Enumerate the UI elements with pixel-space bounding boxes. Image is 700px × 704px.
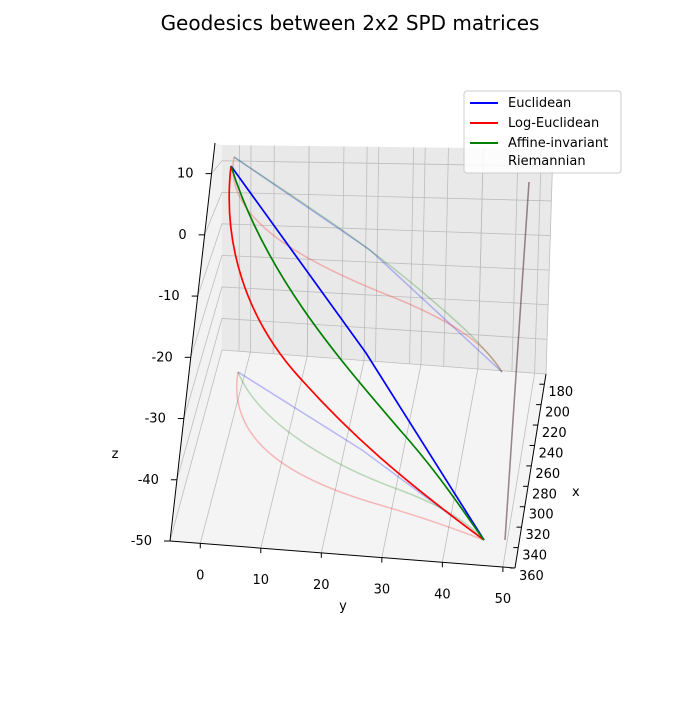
z-tick-label: 10	[177, 167, 194, 182]
floor-pane	[170, 350, 546, 568]
x-tick-label: 360	[519, 569, 544, 584]
y-tick-label: 0	[196, 568, 204, 583]
x-tick-label: 260	[535, 467, 560, 482]
z-tick-label: -50	[131, 534, 152, 549]
x-tick-label: 300	[529, 508, 554, 523]
x-tick-label: 340	[522, 549, 547, 564]
y-tick-label: 40	[434, 587, 451, 602]
legend-label: Log-Euclidean	[508, 116, 599, 131]
legend-label: Affine-invariant	[508, 136, 608, 151]
z-tick-label: 0	[178, 228, 186, 243]
y-tick-label: 10	[253, 573, 270, 588]
chart-title: Geodesics between 2x2 SPD matrices	[161, 11, 540, 35]
z-axis-label: z	[112, 447, 119, 462]
x-tick-label: 180	[548, 385, 573, 400]
z-tick-label: -30	[145, 412, 166, 427]
y-tick-label: 50	[495, 592, 512, 607]
x-tick-label: 220	[542, 426, 567, 441]
x-axis-label: x	[572, 485, 580, 500]
x-tick-label: 280	[532, 487, 557, 502]
y-tick-label: 30	[374, 583, 391, 598]
x-tick-label: 240	[539, 446, 564, 461]
legend: Euclidean Log-Euclidean Affine-invariant Ri…	[464, 91, 621, 173]
legend-label: Riemannian	[508, 154, 586, 169]
y-tick-label: 20	[313, 578, 330, 593]
x-tick-label: 200	[545, 406, 570, 421]
z-tick-label: -40	[138, 473, 159, 488]
x-tick-label: 320	[526, 528, 551, 543]
z-tick-label: -10	[158, 289, 179, 304]
axis-panes	[170, 143, 553, 568]
legend-label: Euclidean	[508, 96, 571, 111]
y-axis-label: y	[339, 599, 347, 614]
z-tick-label: -20	[152, 350, 173, 365]
